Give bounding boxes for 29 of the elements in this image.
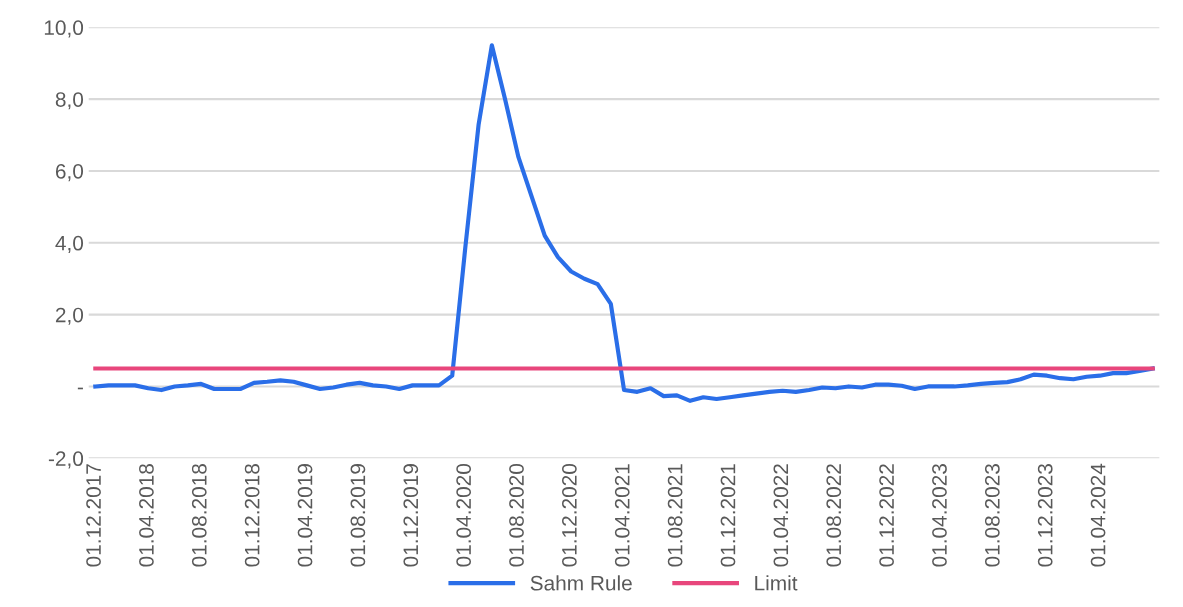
x-tick-label: 01.04.2021 [614, 464, 630, 567]
x-tick-label: 01.08.2019 [350, 464, 366, 567]
legend-label: Limit [755, 575, 798, 591]
x-tick-label: 01.04.2018 [139, 464, 154, 567]
x-tick-label: 01.04.2020 [456, 463, 472, 567]
y-tick-label: 10,0 [44, 20, 84, 38]
x-tick-label: 01.12.2022 [879, 464, 894, 567]
x-tick-label: 01.12.2018 [244, 464, 260, 567]
legend-label: Sahm Rule [530, 575, 632, 591]
x-tick-label: 01.08.2023 [984, 464, 1000, 567]
x-tick-label: 01.04.2022 [773, 464, 789, 567]
x-tick-label: 01.08.2018 [191, 464, 207, 567]
x-tick-label: 01.12.2023 [1037, 464, 1053, 567]
y-tick-label: -2,0 [48, 451, 84, 469]
y-tick-label: 4,0 [55, 235, 84, 254]
x-tick-label: 01.08.2021 [667, 464, 683, 567]
x-tick-label: 01.08.2020 [509, 463, 524, 567]
x-tick-label: 01.04.2019 [297, 464, 313, 567]
x-tick-label: 01.12.2019 [403, 464, 419, 567]
x-tick-label: 01.12.2021 [720, 464, 736, 567]
x-tick-label: 01.04.2024 [1090, 463, 1106, 567]
y-tick-label: 2,0 [55, 307, 84, 325]
x-tick-label: 01.12.2020 [562, 463, 577, 567]
x-tick-label: 01.08.2022 [826, 464, 842, 567]
x-tick-label: 01.04.2023 [932, 464, 947, 567]
y-tick-label: 6,0 [55, 163, 84, 182]
y-tick-label: 8,0 [55, 92, 84, 110]
y-tick-label: - [77, 387, 83, 390]
x-tick-label: 01.12.2017 [86, 464, 101, 567]
